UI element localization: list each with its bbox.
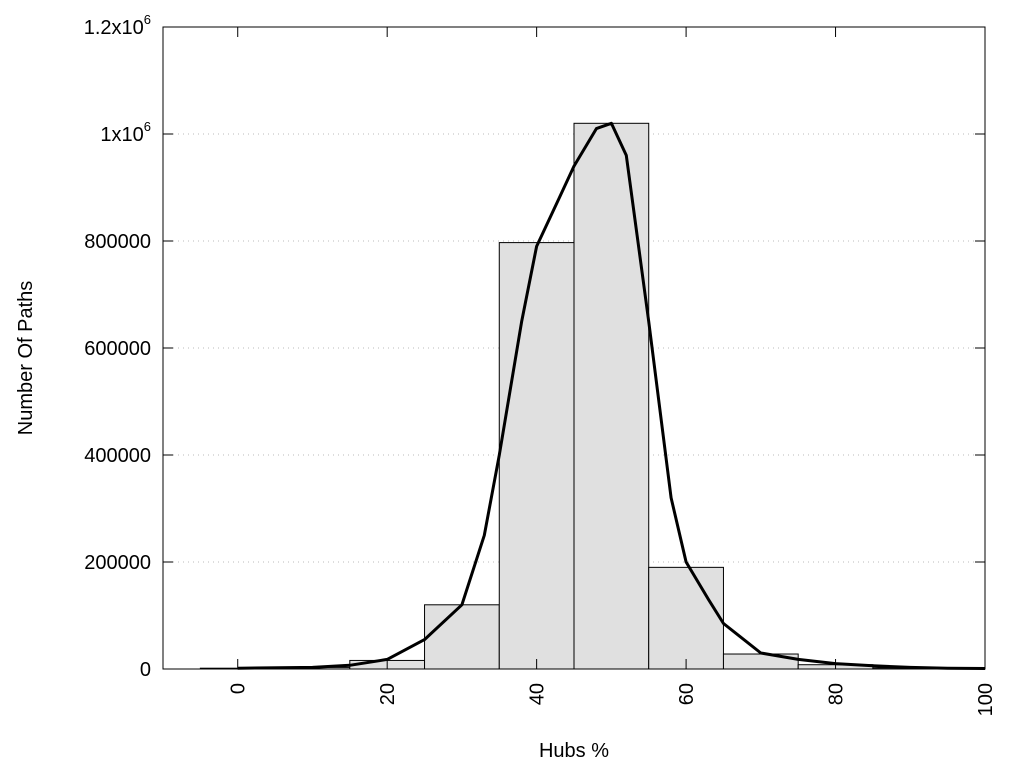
density-curve xyxy=(237,121,986,670)
histogram-bars xyxy=(199,122,949,670)
y-tick-label: 200000 xyxy=(84,552,151,574)
x-tick-label: 100 xyxy=(975,683,997,716)
x-tick-label: 40 xyxy=(527,683,549,705)
x-axis-ticks: 0 20 40 60 80 100 xyxy=(228,27,997,716)
x-axis-title: Hubs % xyxy=(539,740,609,762)
y-axis-ticks: 0 200000 400000 600000 800000 1x106 1.2x106 xyxy=(84,12,985,681)
histogram-bar xyxy=(573,122,650,670)
x-tick-label: 60 xyxy=(676,683,698,705)
y-tick-label: 1x106 xyxy=(100,119,151,146)
x-tick-label: 80 xyxy=(826,683,848,705)
y-tick-label: 400000 xyxy=(84,445,151,467)
histogram-bar xyxy=(424,604,500,670)
x-tick-label: 0 xyxy=(228,683,250,694)
y-tick-label: 0 xyxy=(140,659,151,681)
histogram-bar xyxy=(498,242,575,670)
x-tick-label: 20 xyxy=(377,683,399,705)
y-axis-title: Number Of Paths xyxy=(15,281,37,436)
y-tick-label: 1.2x106 xyxy=(84,12,151,39)
y-tick-label: 800000 xyxy=(84,231,151,253)
histogram-bar xyxy=(648,566,724,670)
y-tick-label: 600000 xyxy=(84,338,151,360)
